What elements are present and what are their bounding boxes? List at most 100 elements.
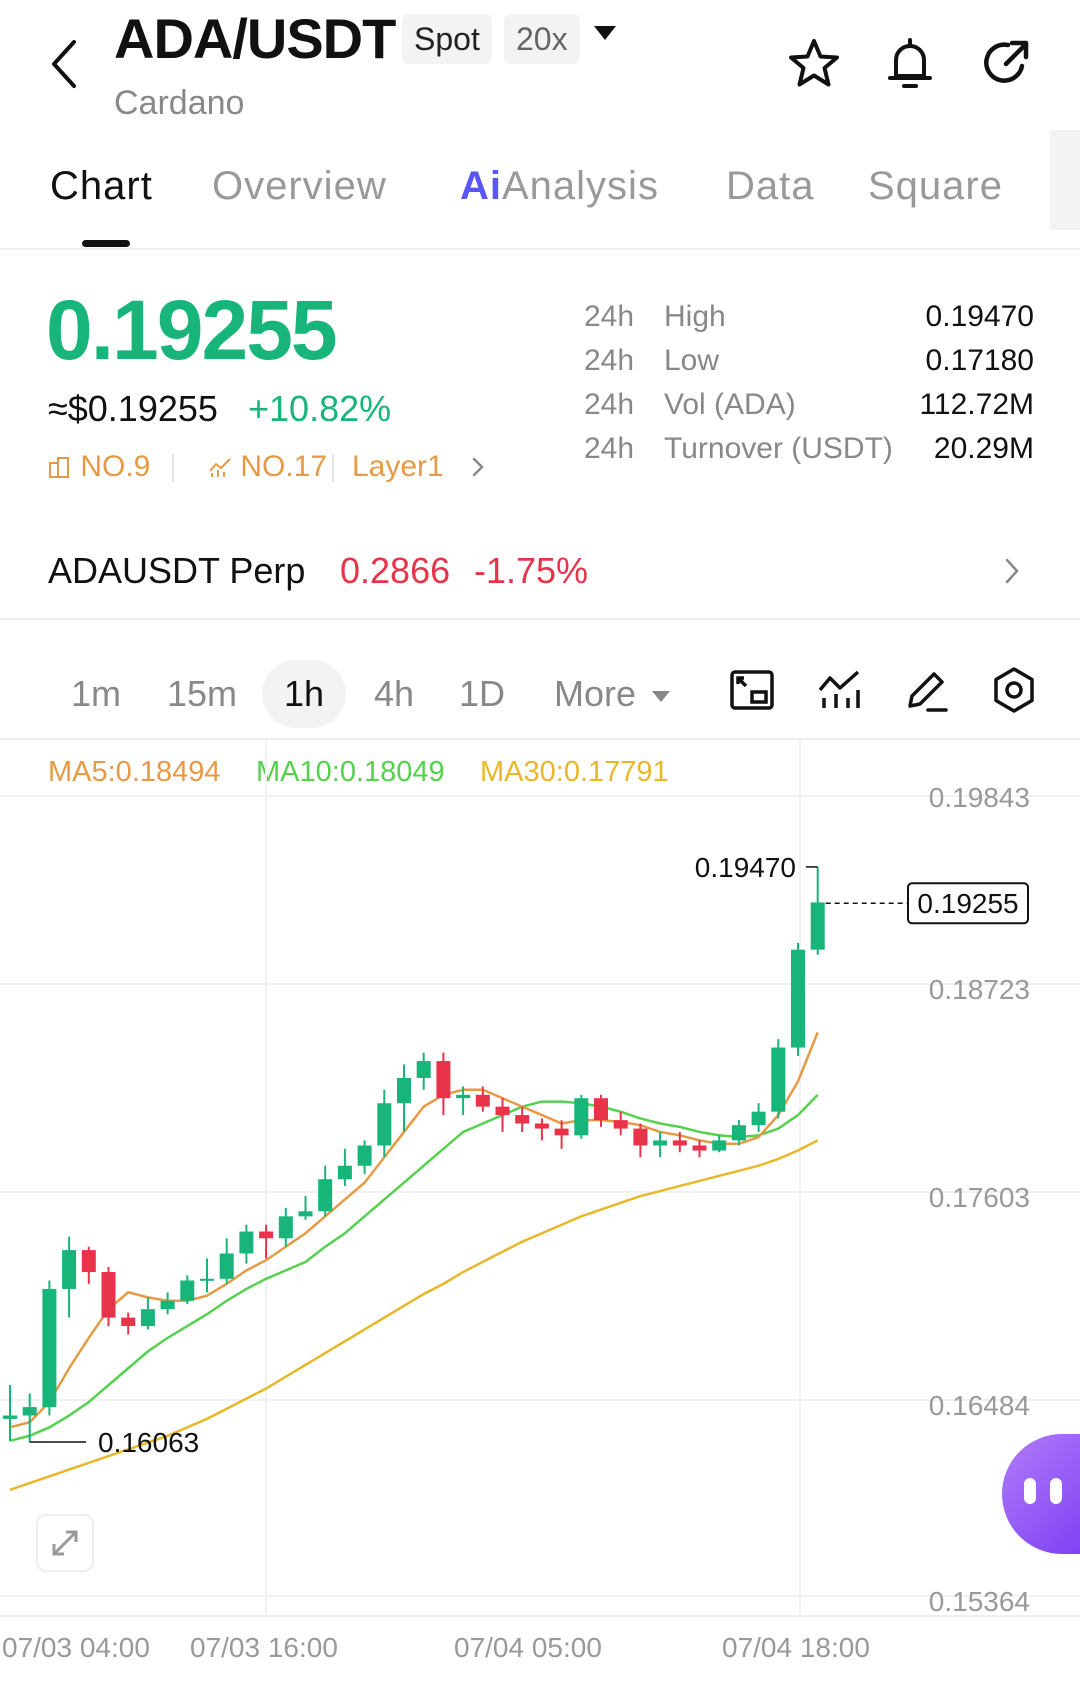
settings-icon[interactable]: [988, 664, 1040, 716]
price-change-percent: +10.82%: [248, 388, 392, 429]
candle-up: [3, 1415, 17, 1419]
candle-down: [436, 1061, 451, 1099]
share-icon[interactable]: [978, 36, 1034, 92]
stat-label: Low: [664, 344, 720, 377]
fullscreen-expand-button[interactable]: [36, 1514, 94, 1572]
candle-up: [180, 1280, 195, 1301]
pair-title[interactable]: ADA/USDT: [114, 7, 396, 70]
stat-row-volume: 24h Vol (ADA) 112.72M: [584, 388, 1034, 432]
candle-down: [633, 1128, 648, 1146]
tab-square[interactable]: Square: [868, 164, 1003, 208]
candle-up: [278, 1216, 293, 1239]
x-tick: 07/03 16:00: [190, 1632, 338, 1663]
tabs-fade-edge: [1050, 130, 1080, 230]
candle-down: [81, 1250, 96, 1273]
price-block: 0.19255 ≈$0.19255 +10.82% NO.9 NO.17 Lay…: [0, 260, 1080, 490]
perp-price: 0.2866: [340, 550, 451, 591]
tab-data[interactable]: Data: [726, 164, 815, 208]
stat-row-turnover: 24h Turnover (USDT) 20.29M: [584, 432, 1034, 476]
y-tick: 0.15364: [928, 1586, 1030, 1617]
indicators-icon[interactable]: [814, 664, 866, 716]
candlestick-chart[interactable]: 0.19470 0.16063 0.19255 0.19843 0.18723 0.…: [0, 740, 1080, 1684]
draw-pencil-icon[interactable]: [900, 664, 952, 716]
favorite-star-icon[interactable]: [786, 36, 842, 92]
chevron-right-icon: [472, 457, 484, 477]
picture-in-picture-icon[interactable]: [726, 664, 778, 716]
interval-4h[interactable]: 4h: [373, 673, 415, 714]
interval-1m[interactable]: 1m: [70, 673, 121, 714]
ma10-label: MA10:0.18049: [256, 756, 445, 788]
stat-period: 24h: [584, 432, 635, 465]
candle-up: [140, 1309, 155, 1327]
candle-up: [810, 902, 825, 950]
interval-more-label: More: [553, 673, 636, 714]
candle-up: [731, 1125, 746, 1141]
leverage-badge: 20x: [504, 14, 580, 64]
tab-ai-analysis-label: Analysis: [502, 164, 659, 208]
back-arrow-icon[interactable]: [46, 36, 86, 92]
last-price-tag: [907, 882, 1029, 925]
candle-up: [416, 1061, 431, 1078]
stat-value: 20.29M: [933, 432, 1034, 465]
low-marker-label: 0.16063: [98, 1427, 199, 1458]
stat-label: High: [664, 300, 726, 333]
ma5-label: MA5:0.18494: [48, 756, 221, 788]
last-price-label: 0.19255: [917, 888, 1018, 919]
x-tick: 07/03 04:00: [2, 1632, 150, 1663]
price-alert-bell-icon[interactable]: [882, 36, 938, 92]
dropdown-caret-icon: [652, 691, 671, 702]
chart-canvas[interactable]: 0.19470 0.16063 0.19255: [0, 740, 1080, 1684]
candle-down: [495, 1106, 510, 1116]
candle-up: [751, 1111, 766, 1126]
stat-period: 24h: [584, 344, 635, 377]
tab-overview[interactable]: Overview: [212, 164, 387, 208]
candle-up: [357, 1145, 372, 1166]
interval-1d[interactable]: 1D: [458, 673, 506, 714]
candle-down: [515, 1115, 530, 1124]
candle-up: [22, 1407, 37, 1416]
chevron-right-icon: [1005, 558, 1019, 584]
trend-rank-value: NO.17: [240, 450, 328, 483]
assistant-eye-icon: [1050, 1478, 1062, 1504]
y-tick: 0.18723: [928, 974, 1030, 1005]
candle-down: [692, 1145, 707, 1151]
category-tag[interactable]: Layer1: [352, 450, 488, 484]
stat-label: Vol (ADA): [664, 388, 796, 421]
header: ADA/USDT Spot 20x Cardano: [0, 0, 1080, 130]
stat-row-low: 24h Low 0.17180: [584, 344, 1034, 388]
category-label: Layer1: [352, 450, 444, 483]
candle-up: [200, 1278, 214, 1281]
candle-up: [653, 1140, 668, 1146]
candle-down: [672, 1140, 687, 1146]
candle-down: [101, 1272, 116, 1318]
interval-1h[interactable]: 1h: [262, 660, 346, 728]
ma30-line: [9, 1139, 819, 1491]
stat-value: 0.17180: [925, 344, 1034, 377]
trend-chart-icon: [209, 458, 231, 477]
stat-period: 24h: [584, 388, 635, 421]
candle-up: [62, 1250, 77, 1289]
x-tick: 07/04 18:00: [722, 1632, 870, 1663]
market-cap-rank[interactable]: NO.9: [48, 450, 150, 484]
interval-more[interactable]: More: [542, 660, 682, 728]
candle-up: [397, 1077, 411, 1104]
perp-row[interactable]: ADAUSDT Perp 0.2866 -1.75%: [0, 520, 1080, 620]
candle-up: [298, 1211, 313, 1217]
candle-up: [574, 1098, 589, 1136]
candle-down: [594, 1098, 608, 1121]
ai-sparkle-icon: Ai: [460, 164, 502, 208]
market-type-badge: Spot: [402, 14, 492, 64]
tab-chart[interactable]: Chart: [50, 164, 153, 208]
candle-up: [337, 1165, 352, 1180]
active-tab-indicator: [82, 240, 130, 247]
pair-dropdown-icon[interactable]: [594, 26, 616, 40]
divider: [172, 454, 174, 482]
trend-rank[interactable]: NO.17: [208, 450, 327, 484]
candle-down: [121, 1317, 136, 1327]
candle-up: [219, 1253, 234, 1279]
y-tick: 0.16484: [928, 1390, 1030, 1421]
tab-ai-analysis[interactable]: AiAnalysis: [460, 164, 659, 209]
interval-toolbar: 1m 15m 1h 4h 1D More: [0, 640, 1080, 740]
interval-15m[interactable]: 15m: [166, 673, 238, 714]
stat-row-high: 24h High 0.19470: [584, 300, 1034, 344]
